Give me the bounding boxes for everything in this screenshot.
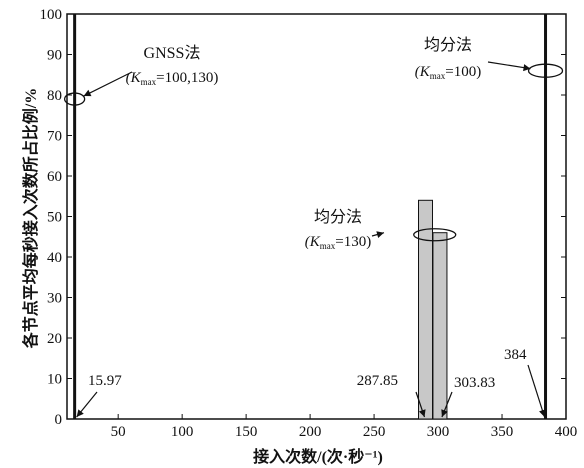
y-tick-label: 90 [47,48,62,64]
value-label-0: 15.97 [88,373,122,389]
anno-even-100: 均分法 (Kmax=100) [415,36,481,81]
value-arrowhead-3 [539,409,546,417]
y-tick-label: 80 [47,88,62,104]
data-marks [73,14,548,420]
y-tick-label: 70 [47,129,62,145]
value-arrowhead-1 [418,409,426,417]
x-tick-label: 400 [555,424,578,440]
anno-gnss-params: (Kmax=100,130) [126,70,219,87]
anno-gnss: GNSS法 (Kmax=100,130) [126,44,219,87]
y-tick-label: 30 [47,291,62,307]
y-tick-label: 20 [47,331,62,347]
y-tick-label: 0 [55,412,63,428]
x-tick-label: 350 [491,424,514,440]
y-tick-label: 10 [47,372,62,388]
tick-labels: 0 10 20 30 40 50 60 70 80 90 100 50 100 150 200 250 300 3… [40,7,578,440]
connector-gnss [83,71,133,97]
x-tick-label: 300 [427,424,450,440]
x-tick-label: 50 [111,424,126,440]
anno-even-100-title: 均分法 [424,36,472,54]
highlight-ellipse-even-130 [413,228,457,242]
y-tick-label: 50 [47,210,62,226]
connector-even-130-head [376,231,384,238]
anno-gnss-title: GNSS法 [144,44,201,62]
axes [66,13,567,420]
y-tick-label: 40 [47,250,62,266]
value-arrowhead-2 [441,409,448,417]
x-tick-label: 250 [363,424,386,440]
data-bar-2 [432,232,448,420]
y-axis-title: 各节点平均每秒接入次数所占比例/% [21,88,40,349]
anno-even-100-params: (Kmax=100) [415,64,481,81]
highlight-ellipse-even-100 [527,63,564,78]
y-tick-label: 60 [47,169,62,185]
x-tick-label: 150 [235,424,258,440]
value-label-1: 287.85 [357,373,398,389]
x-tick-label: 200 [299,424,322,440]
connector-even-100-head [523,64,531,72]
anno-even-130: 均分法 (Kmax=130) [305,208,371,251]
data-bar-1 [418,199,434,420]
annotations: 15.97 287.85 303.83 384 GNSS法 (Kmax=100,130) 均… [63,36,564,418]
value-arrow-3 [527,364,546,418]
x-tick-label: 100 [171,424,194,440]
anno-even-130-title: 均分法 [314,208,362,226]
value-label-2: 303.83 [454,375,495,391]
y-tick-label: 100 [40,7,63,23]
anno-even-130-params: (Kmax=130) [305,234,371,251]
connector-even-100 [487,61,531,70]
highlight-ellipse-gnss [63,92,86,106]
value-arrowhead-0 [76,409,84,417]
value-label-3: 384 [504,347,527,363]
x-axis-title: 接入次数/(次·秒⁻¹) [253,447,383,466]
connector-gnss-head [83,89,92,97]
